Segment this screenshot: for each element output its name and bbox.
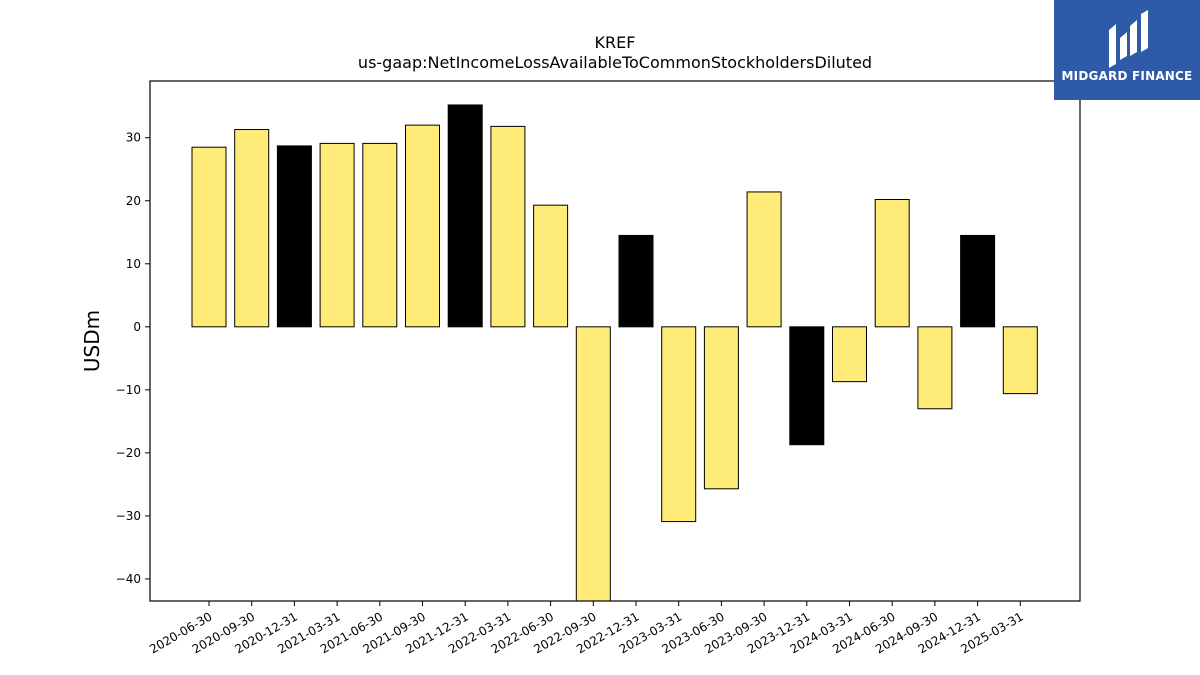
bar-2025-03-31 (1002, 326, 1038, 395)
chart-title: KREF (595, 33, 636, 52)
bar-2020-09-30 (234, 129, 270, 328)
bar-2023-09-30 (746, 191, 782, 328)
chart-subtitle: us-gaap:NetIncomeLossAvailableToCommonSt… (358, 53, 872, 72)
y-tick-label: −10 (116, 383, 141, 397)
bar-2022-03-31 (490, 125, 526, 328)
bar-2021-03-31 (319, 142, 355, 328)
y-tick-label: −30 (116, 509, 141, 523)
bar-2024-09-30 (917, 326, 953, 410)
y-tick-label: −20 (116, 446, 141, 460)
y-tick-label: 20 (126, 194, 141, 208)
bar-2024-12-31 (960, 234, 996, 328)
bar-2022-06-30 (533, 204, 569, 328)
bar-2022-09-30 (575, 326, 611, 602)
bar-2020-06-30 (191, 146, 227, 328)
y-tick-label: 30 (126, 131, 141, 145)
bar-2021-06-30 (362, 142, 398, 328)
logo-text: MIDGARD FINANCE (1061, 69, 1193, 83)
bar-2024-03-31 (832, 326, 867, 383)
bar-2023-12-31 (789, 326, 825, 446)
bar-2022-12-31 (618, 234, 654, 328)
midgard-logo-icon (1109, 10, 1148, 68)
bar-2023-03-31 (661, 326, 697, 523)
plot-frame (149, 80, 1081, 602)
y-axis-label: USDm (80, 310, 104, 372)
y-tick-label: 10 (126, 257, 141, 271)
bar-2021-09-30 (405, 124, 440, 328)
bar-2021-12-31 (447, 104, 483, 328)
x-axis: 2020-06-302020-09-302020-12-312021-03-31… (147, 601, 1026, 656)
bars-group (191, 104, 1038, 602)
bar-2023-06-30 (703, 326, 739, 490)
bar-2024-06-30 (874, 198, 910, 328)
bar-2020-12-31 (276, 145, 312, 328)
brand-logo: MIDGARD FINANCE (1054, 0, 1200, 100)
y-axis: −40 −30 −20 −10 0 10 20 30 (116, 131, 150, 586)
y-tick-label: −40 (116, 572, 141, 586)
y-tick-label: 0 (133, 320, 141, 334)
